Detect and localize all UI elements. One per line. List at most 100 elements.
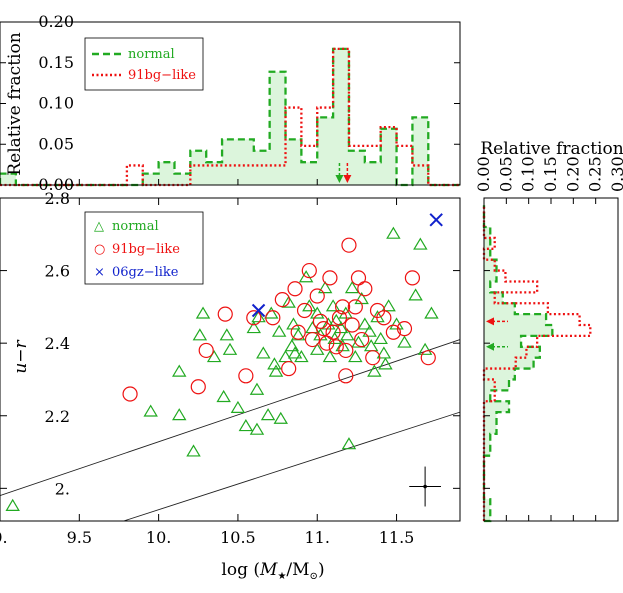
normal-point bbox=[302, 299, 317, 312]
normal-point bbox=[281, 295, 296, 308]
scatter-legend: △ normal ○ 91bg−like × 06gz−like bbox=[84, 211, 204, 285]
top-median-arrow-1 bbox=[343, 175, 352, 183]
normal-point bbox=[386, 226, 401, 239]
normal-point bbox=[264, 306, 279, 319]
normal-point bbox=[278, 350, 293, 363]
point-91bg bbox=[328, 339, 344, 355]
normal-point bbox=[397, 335, 412, 348]
top-legend-box bbox=[84, 37, 204, 91]
normal-point bbox=[251, 310, 266, 323]
main-ytick-label: 2.4 bbox=[45, 334, 70, 353]
point-91bg bbox=[274, 292, 290, 308]
point-91bg bbox=[309, 288, 325, 304]
point-91bg bbox=[341, 237, 357, 253]
point-91bg bbox=[287, 281, 303, 297]
error-bar-center bbox=[423, 484, 427, 489]
point-91bg bbox=[404, 270, 421, 286]
normal-point bbox=[408, 288, 423, 301]
normal-point bbox=[222, 342, 238, 355]
legend-normal-label: normal bbox=[128, 47, 175, 62]
normal-point bbox=[206, 350, 222, 363]
normal-point bbox=[348, 350, 363, 363]
main-xtick-label: 10. bbox=[146, 528, 171, 547]
normal-point bbox=[362, 324, 377, 337]
top-median-arrow-0 bbox=[335, 175, 344, 183]
point-91bg bbox=[190, 379, 206, 395]
right-xtick-label: 0.05 bbox=[496, 156, 515, 192]
normal-point bbox=[286, 317, 301, 330]
normal-point bbox=[219, 328, 235, 341]
normal-point bbox=[341, 437, 357, 450]
normal-point bbox=[192, 328, 208, 341]
point-91bg bbox=[290, 324, 306, 340]
point-91bg bbox=[304, 331, 321, 348]
right-xlabel: Relative fraction bbox=[480, 139, 623, 159]
selection-line-0 bbox=[0, 339, 461, 497]
normal-point bbox=[287, 346, 303, 359]
top-ytick-label: 0.10 bbox=[38, 94, 74, 113]
normal-point bbox=[322, 350, 338, 363]
point-91bg bbox=[296, 302, 313, 319]
main-xtick-label: 11.5 bbox=[379, 528, 415, 547]
top-ytick-label: 0.20 bbox=[38, 12, 74, 31]
normal-point bbox=[256, 346, 271, 359]
right-median-arrow-1 bbox=[486, 317, 494, 326]
normal-point bbox=[273, 411, 288, 424]
legend-91bg-label: 91bg−like bbox=[128, 68, 196, 83]
normal-point bbox=[373, 331, 388, 345]
main-ytick-label: 2.6 bbox=[45, 262, 70, 281]
right-median-arrow-0 bbox=[486, 342, 494, 351]
point-91bg bbox=[246, 310, 262, 326]
right-xtick-label: 0.00 bbox=[474, 156, 493, 192]
main-ytick-label: 2.8 bbox=[45, 189, 70, 208]
point-91bg bbox=[198, 342, 214, 359]
normal-point bbox=[172, 364, 187, 377]
main-xtick-label: 9.5 bbox=[67, 528, 92, 547]
legend-cross-symbol: × bbox=[94, 265, 105, 280]
normal-point bbox=[378, 357, 393, 370]
right-xtick-label: 0.20 bbox=[563, 156, 582, 192]
legend-circle-symbol: ○ bbox=[94, 242, 105, 257]
point-91bg bbox=[301, 262, 317, 279]
point-91bg bbox=[331, 310, 348, 326]
normal-point bbox=[338, 306, 354, 319]
main-xtick-label: 9. bbox=[0, 528, 8, 547]
point-91bg bbox=[354, 331, 370, 348]
normal-point bbox=[413, 237, 428, 250]
right-xtick-label: 0.10 bbox=[519, 156, 538, 192]
right-xtick-label: 0.25 bbox=[586, 156, 605, 192]
point-91bg bbox=[347, 299, 363, 315]
point-91bg bbox=[217, 306, 233, 322]
right-hist-step-1 bbox=[482, 205, 592, 521]
right-xtick-label: 0.30 bbox=[608, 156, 623, 192]
normal-point bbox=[367, 364, 382, 377]
normal-point bbox=[294, 350, 309, 363]
top-legend: normal 91bg−like bbox=[84, 37, 204, 91]
legend-cross-label: 06gz−like bbox=[112, 265, 179, 280]
point-91bg bbox=[122, 386, 138, 402]
legend-triangle-symbol: △ bbox=[94, 219, 104, 234]
normal-point bbox=[298, 270, 314, 283]
normal-point bbox=[143, 404, 158, 417]
normal-point bbox=[5, 498, 20, 511]
normal-point bbox=[238, 418, 254, 432]
normal-point bbox=[172, 408, 187, 421]
point-06gz bbox=[429, 213, 443, 227]
point-91bg bbox=[338, 368, 354, 384]
right-xtick-label: 0.15 bbox=[541, 156, 560, 192]
scatter-xlabel: log (M★/M⊙) bbox=[221, 560, 324, 582]
scatter-panel: 9. 9.5 10. 10.5 11. 11.5 2. 2.2 2.4 2.6 2.8 log (M… bbox=[0, 189, 461, 582]
right-hist-fill-0 bbox=[484, 205, 553, 521]
point-91bg bbox=[357, 281, 373, 297]
top-ytick-label: 0.15 bbox=[38, 53, 74, 72]
normal-point bbox=[246, 320, 262, 334]
normal-point bbox=[340, 328, 355, 341]
normal-point bbox=[271, 324, 287, 337]
normal-point bbox=[195, 306, 211, 319]
point-91bg bbox=[325, 324, 341, 340]
normal-point bbox=[317, 281, 333, 294]
normal-point bbox=[310, 342, 325, 355]
main-ytick-label: 2. bbox=[55, 479, 70, 498]
normal-point bbox=[230, 400, 246, 413]
